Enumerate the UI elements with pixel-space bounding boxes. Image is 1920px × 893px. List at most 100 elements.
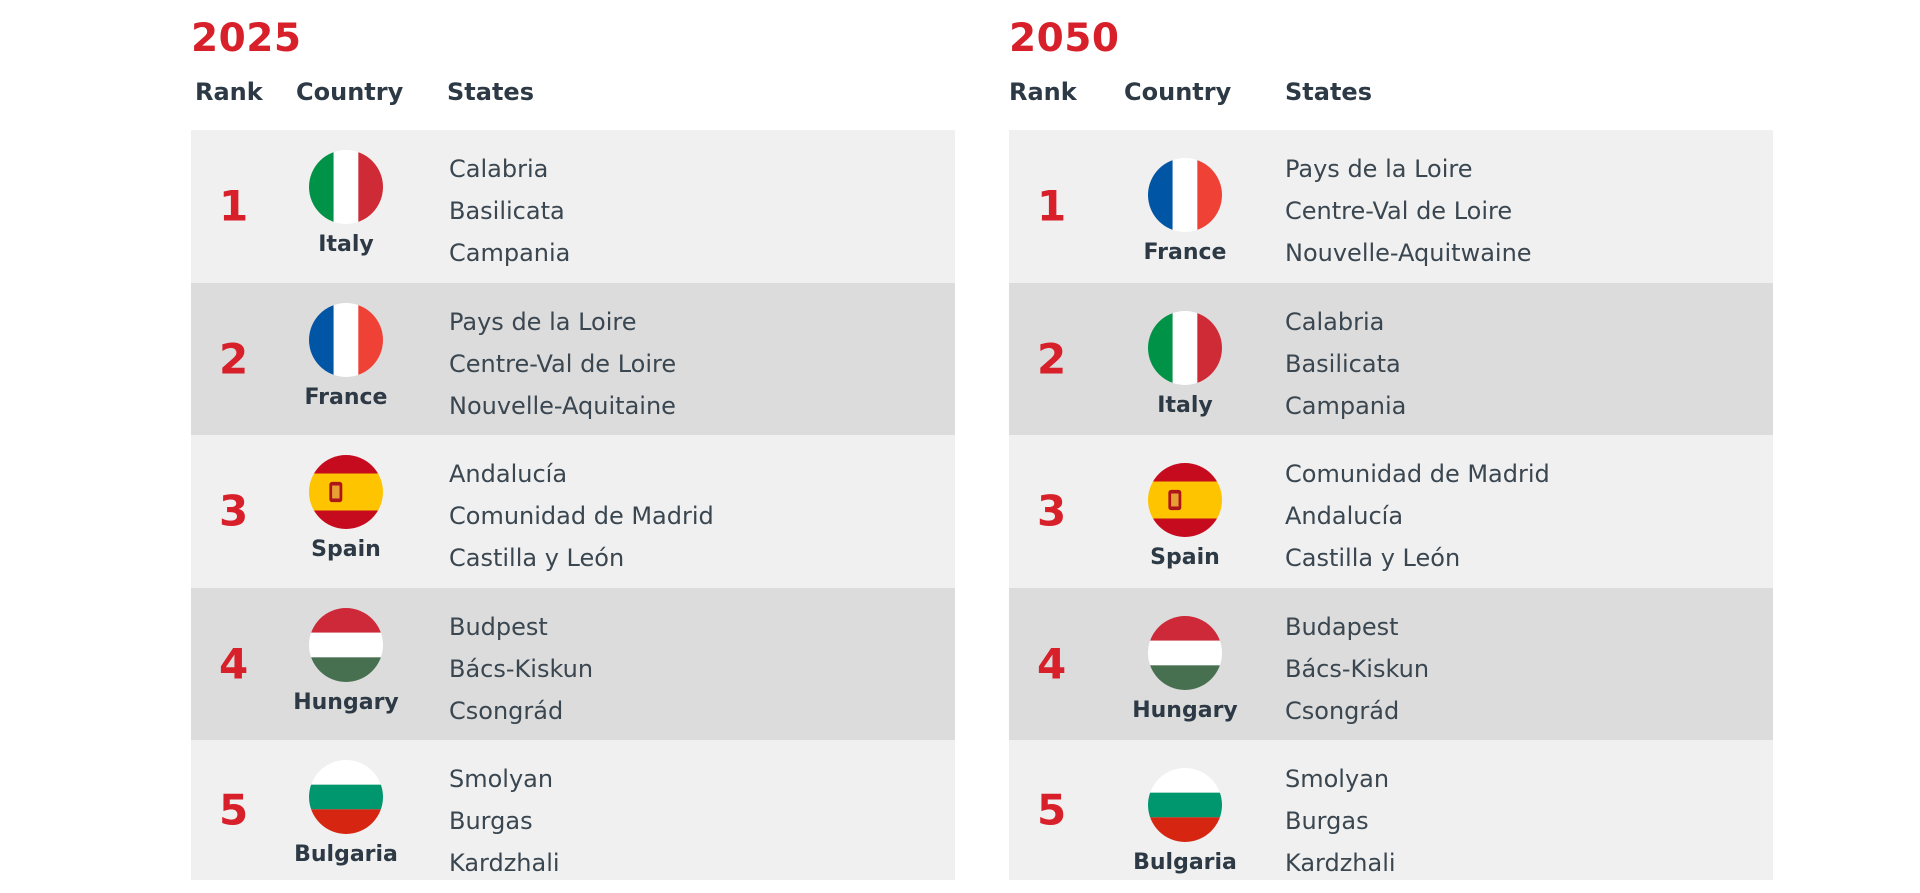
table-row: 4 Hungary Budapest Bács-Kiskun Csongrád <box>1009 587 1773 740</box>
country-cell: Spain <box>291 455 401 562</box>
country-name: Bulgaria <box>1133 850 1237 875</box>
state-item: Bács-Kiskun <box>1285 654 1430 683</box>
country-name: France <box>1143 240 1227 265</box>
country-cell: Bulgaria <box>291 760 401 867</box>
bulgaria-flag-icon <box>1148 768 1222 842</box>
states-list: Pays de la Loire Centre-Val de Loire Nou… <box>449 301 676 427</box>
rank-number: 2 <box>1037 334 1067 384</box>
hungary-flag-icon <box>1148 615 1222 690</box>
state-item: Budapest <box>1285 612 1399 641</box>
year-title: 2050 <box>1009 16 1120 61</box>
year-title: 2025 <box>191 16 302 61</box>
state-item: Campania <box>449 239 571 267</box>
state-item: Pays de la Loire <box>1285 155 1473 183</box>
bulgaria-flag-icon <box>309 760 383 834</box>
state-item: Nouvelle-Aquitwaine <box>1285 239 1532 267</box>
country-name: Spain <box>1150 545 1220 570</box>
table-row: 2 France Pays de la Loire Centre-Val de … <box>191 282 955 435</box>
state-item: Csongrád <box>449 696 564 725</box>
table-row: 5 Bulgaria Smolyan Burgas Kardzhali <box>1009 740 1773 880</box>
state-item: Basilicata <box>449 197 565 225</box>
table-row: 3 Spain Comunidad de Madrid Andalucía Ca… <box>1009 435 1773 588</box>
state-item: Calabria <box>449 155 549 183</box>
country-name: Italy <box>318 232 374 257</box>
state-item: Kardzhali <box>449 849 560 877</box>
state-item: Campania <box>1285 391 1407 420</box>
state-item: Castilla y León <box>1285 544 1461 572</box>
spain-flag-icon <box>309 455 383 529</box>
states-list: Smolyan Burgas Kardzhali <box>449 758 560 884</box>
table-row: 4 Hungary Budpest Bács-Kiskun Csongrád <box>191 587 955 740</box>
ranking-table: 1 France Pays de la Loire Centre-Val de … <box>1009 130 1773 880</box>
states-list: Pays de la Loire Centre-Val de Loire Nou… <box>1285 148 1532 274</box>
states-list: Comunidad de Madrid Andalucía Castilla y… <box>1285 453 1550 579</box>
rank-number: 5 <box>1037 785 1067 835</box>
france-flag-icon <box>309 302 383 377</box>
header-states: States <box>1285 78 1372 106</box>
table-row: 2 Italy Calabria Basilicata Campania <box>1009 282 1773 435</box>
country-name: Spain <box>311 537 381 562</box>
states-list: Calabria Basilicata Campania <box>449 148 570 274</box>
rank-number: 2 <box>219 334 249 384</box>
states-list: Smolyan Burgas Kardzhali <box>1285 758 1396 884</box>
state-item: Budpest <box>449 612 548 641</box>
state-item: Burgas <box>1285 807 1369 835</box>
state-item: Centre-Val de Loire <box>449 349 677 378</box>
states-list: Budpest Bács-Kiskun Csongrád <box>449 606 593 732</box>
country-cell: Spain <box>1125 463 1245 570</box>
header-states: States <box>447 78 534 106</box>
state-item: Andalucía <box>1285 502 1404 530</box>
states-list: Calabria Basilicata Campania <box>1285 301 1406 427</box>
state-item: Pays de la Loire <box>449 307 637 336</box>
ranking-table: 1 Italy Calabria Basilicata Campania 2 <box>191 130 955 880</box>
rank-number: 4 <box>1037 639 1067 689</box>
country-cell: Bulgaria <box>1125 768 1245 875</box>
country-cell: Italy <box>291 150 401 257</box>
header-rank: Rank <box>1009 78 1077 106</box>
state-item: Comunidad de Madrid <box>449 502 714 530</box>
spain-flag-icon <box>1148 463 1222 537</box>
country-name: Bulgaria <box>294 842 398 867</box>
country-name: Hungary <box>1132 697 1238 723</box>
header-country: Country <box>296 78 404 106</box>
state-item: Andalucía <box>449 460 568 488</box>
table-row: 3 Spain Andalucía Comunidad de Madrid Ca… <box>191 435 955 588</box>
rank-number: 4 <box>219 639 249 689</box>
country-cell: Italy <box>1125 310 1245 418</box>
state-item: Calabria <box>1285 307 1385 336</box>
states-list: Budapest Bács-Kiskun Csongrád <box>1285 606 1429 732</box>
state-item: Burgas <box>449 807 533 835</box>
state-item: Basilicata <box>1285 349 1401 378</box>
state-item: Smolyan <box>449 765 554 793</box>
header-country: Country <box>1124 78 1232 106</box>
header-rank: Rank <box>195 78 263 106</box>
rank-number: 1 <box>219 181 249 231</box>
country-name: Hungary <box>293 689 399 715</box>
table-row: 1 Italy Calabria Basilicata Campania <box>191 130 955 283</box>
state-item: Comunidad de Madrid <box>1285 460 1550 488</box>
italy-flag-icon <box>1148 310 1222 385</box>
rank-number: 1 <box>1037 181 1067 231</box>
country-name: Italy <box>1157 392 1213 418</box>
state-item: Nouvelle-Aquitaine <box>449 391 676 420</box>
country-cell: France <box>1125 158 1245 265</box>
rank-number: 3 <box>1037 486 1067 536</box>
table-row: 5 Bulgaria Smolyan Burgas Kardzhali <box>191 740 955 880</box>
country-cell: France <box>291 302 401 410</box>
state-item: Castilla y León <box>449 544 625 572</box>
hungary-flag-icon <box>309 607 383 682</box>
country-cell: Hungary <box>1125 615 1245 723</box>
country-name: France <box>304 384 388 410</box>
state-item: Bács-Kiskun <box>449 654 594 683</box>
table-header: Rank Country States <box>191 78 959 112</box>
state-item: Centre-Val de Loire <box>1285 197 1513 225</box>
italy-flag-icon <box>309 150 383 224</box>
france-flag-icon <box>1148 158 1222 232</box>
state-item: Kardzhali <box>1285 849 1396 877</box>
states-list: Andalucía Comunidad de Madrid Castilla y… <box>449 453 714 579</box>
country-cell: Hungary <box>291 607 401 715</box>
rank-number: 3 <box>219 486 249 536</box>
table-header: Rank Country States <box>1009 78 1777 112</box>
state-item: Csongrád <box>1285 696 1400 725</box>
